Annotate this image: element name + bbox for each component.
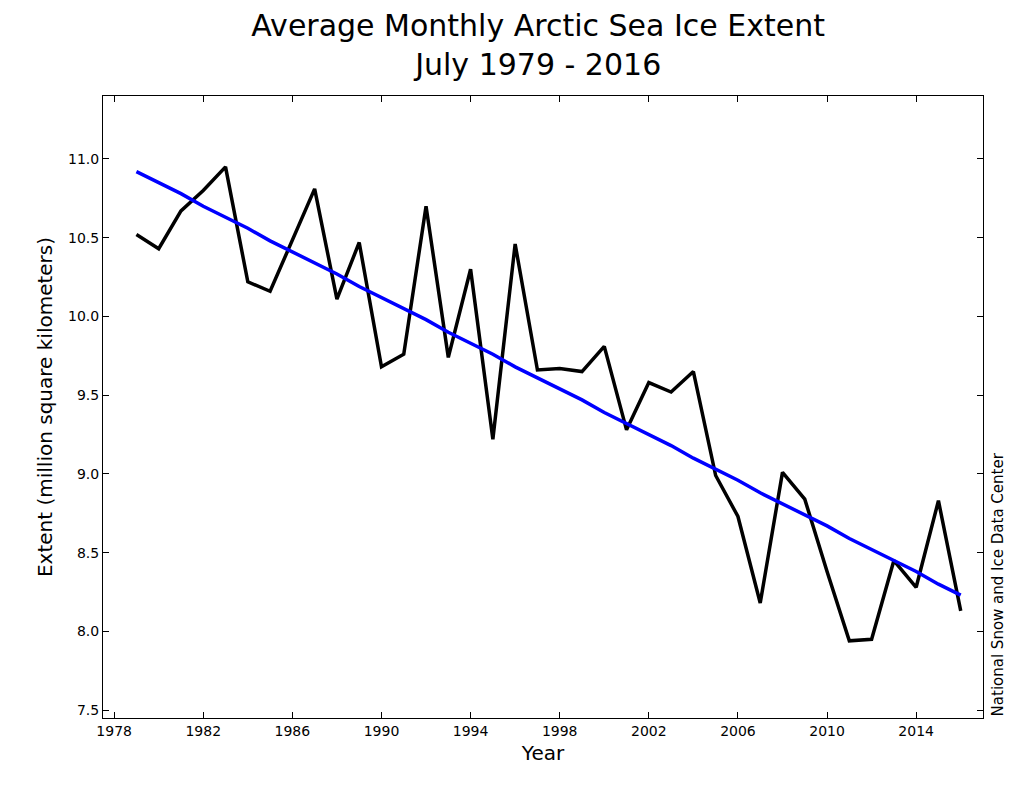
- svg-text:1990: 1990: [364, 723, 400, 739]
- svg-text:2002: 2002: [631, 723, 667, 739]
- svg-text:9.0: 9.0: [77, 466, 99, 482]
- svg-text:8.0: 8.0: [77, 623, 99, 639]
- svg-text:National Snow and Ice Data Cen: National Snow and Ice Data Center: [989, 452, 1007, 716]
- svg-text:1982: 1982: [185, 723, 221, 739]
- svg-text:1998: 1998: [542, 723, 578, 739]
- svg-text:9.5: 9.5: [77, 387, 99, 403]
- svg-text:2010: 2010: [809, 723, 845, 739]
- svg-text:Average Monthly Arctic Sea Ice: Average Monthly Arctic Sea Ice ExtentJul…: [251, 8, 825, 82]
- svg-text:2014: 2014: [898, 723, 934, 739]
- svg-text:11.0: 11.0: [68, 151, 99, 167]
- svg-text:2006: 2006: [720, 723, 756, 739]
- svg-text:10.5: 10.5: [68, 230, 99, 246]
- svg-text:8.5: 8.5: [77, 545, 99, 561]
- svg-text:7.5: 7.5: [77, 702, 99, 718]
- svg-text:Year: Year: [521, 741, 565, 765]
- svg-text:1978: 1978: [96, 723, 132, 739]
- svg-text:1986: 1986: [275, 723, 311, 739]
- svg-text:1994: 1994: [453, 723, 489, 739]
- svg-text:10.0: 10.0: [68, 308, 99, 324]
- svg-text:Extent (million square kilomet: Extent (million square kilometers): [33, 237, 57, 577]
